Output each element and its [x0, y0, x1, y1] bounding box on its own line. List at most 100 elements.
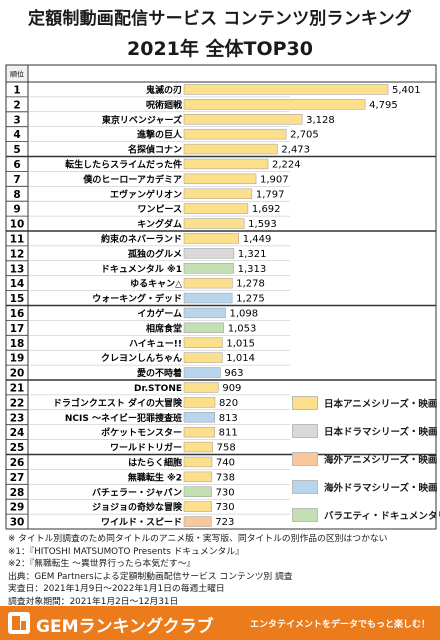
- legend-item: バラエティ・ドキュメンタリー: [292, 504, 440, 526]
- rank-number: 9: [13, 204, 20, 216]
- value-label: 3,128: [306, 115, 335, 126]
- value-label: 1,053: [228, 323, 257, 334]
- rank-number: 26: [10, 457, 25, 469]
- value-label: 811: [219, 428, 238, 439]
- rank-number: 1: [13, 84, 20, 96]
- value-label: 1,275: [236, 294, 265, 305]
- bar: [183, 114, 303, 125]
- title-label: イカゲーム: [137, 307, 182, 319]
- title-label: 進撃の巨人: [137, 129, 183, 141]
- legend-swatch: [292, 452, 318, 466]
- bar: [183, 367, 221, 378]
- rank-number: 7: [13, 174, 20, 186]
- legend-label: 海外アニメシリーズ・映画: [324, 455, 438, 466]
- legend-item: 海外ドラマシリーズ・映画: [292, 476, 438, 498]
- rank-number: 28: [10, 487, 25, 499]
- bar: [183, 143, 278, 155]
- value-label: 813: [219, 413, 238, 424]
- note-line: ※1：『HITOSHI MATSUMOTO Presents ドキュメンタル』: [8, 546, 244, 557]
- legend-swatch: [292, 424, 318, 438]
- rank-number: 12: [10, 248, 25, 260]
- value-label: 1,278: [236, 279, 265, 290]
- title-label: 名探偵コナン: [128, 144, 182, 156]
- ranking-chart: 順位 1 鬼滅の刃 5,401 2 呪術廻戦 4,795 3 東京リベンジャーズ 3,128 4 進撃…: [5, 64, 437, 530]
- value-label: 1,321: [238, 249, 267, 260]
- legend-label: 日本アニメシリーズ・映画: [324, 399, 438, 410]
- title-label: 無職転生 ※2: [128, 471, 182, 483]
- title-label: Dr.STONE: [134, 384, 182, 394]
- bar: [183, 397, 216, 408]
- title-label: 愛の不時着: [137, 367, 182, 379]
- legend-item: 日本ドラマシリーズ・映画: [292, 420, 438, 442]
- rank-number: 11: [10, 233, 25, 245]
- bar: [183, 173, 257, 185]
- value-label: 963: [224, 368, 243, 379]
- title-label: 僕のヒーローアカデミア: [82, 173, 182, 185]
- legend-label: 海外ドラマシリーズ・映画: [324, 483, 438, 494]
- bar: [183, 218, 245, 229]
- rank-number: 18: [10, 338, 25, 350]
- rank-number: 14: [10, 278, 25, 290]
- rank-number: 20: [10, 368, 25, 380]
- legend-swatch: [292, 508, 318, 522]
- bar: [183, 426, 215, 438]
- bar: [183, 158, 269, 170]
- value-label: 730: [216, 502, 235, 513]
- rank-number: 22: [10, 397, 25, 409]
- value-label: 740: [216, 457, 235, 468]
- value-label: 730: [216, 487, 235, 498]
- rank-number: 30: [10, 517, 25, 529]
- value-label: 1,014: [226, 353, 255, 364]
- title-label: 鬼滅の刃: [146, 84, 182, 96]
- bar: [183, 501, 212, 512]
- bar: [183, 233, 239, 244]
- legend-item: 日本アニメシリーズ・映画: [292, 392, 437, 414]
- bar: [183, 84, 389, 95]
- bar: [183, 307, 226, 319]
- bar: [183, 382, 219, 393]
- bar: [183, 516, 212, 527]
- rank-number: 15: [10, 293, 25, 305]
- value-label: 2,224: [272, 159, 301, 170]
- rank-number: 5: [13, 144, 20, 156]
- legend-label: バラエティ・ドキュメンタリー: [324, 511, 440, 522]
- rank-number: 6: [13, 159, 20, 171]
- bar: [183, 412, 215, 423]
- chart-legend: 日本アニメシリーズ・映画日本ドラマシリーズ・映画海外アニメシリーズ・映画 海外ドラ…: [292, 392, 440, 532]
- title-label: ワンピース: [137, 203, 182, 215]
- title-label: ウォーキング・デッド: [92, 293, 182, 305]
- footnotes: ※ タイトル別調査のため同タイトルのアニメ版・実写版、同タイトルの別作品の区別は…: [8, 533, 438, 609]
- bar: [183, 441, 213, 453]
- bar: [183, 471, 213, 483]
- rank-number: 21: [10, 382, 25, 394]
- title-label: NCIS ～ネイビー犯罪捜査班: [65, 412, 182, 424]
- bar: [183, 352, 223, 363]
- bar: [183, 188, 253, 199]
- chart-title-line2: 2021年 全体TOP30: [127, 38, 313, 60]
- rank-number: 19: [10, 353, 25, 365]
- title-label: エヴァンゲリオン: [110, 188, 182, 200]
- note-line: ※2：『無職転生 ～異世界行ったら本気だす～』: [8, 559, 196, 570]
- title-label: ワールドトリガー: [110, 442, 182, 454]
- note-line: 出典：GEM Partnersによる定額制動画配信サービス コンテンツ別 調査: [8, 571, 293, 582]
- rank-number: 27: [10, 472, 25, 484]
- bar: [183, 486, 212, 497]
- value-label: 758: [217, 443, 236, 454]
- legend-swatch: [292, 396, 318, 410]
- rank-number: 29: [10, 502, 25, 514]
- rank-number: 4: [13, 129, 20, 141]
- value-label: 723: [215, 517, 234, 528]
- rank-number: 8: [13, 189, 20, 201]
- bar: [183, 277, 233, 289]
- bar: [183, 248, 235, 259]
- title-label: 呪術廻戦: [146, 99, 183, 111]
- note-line: 実査日：2021年1月9日～2022年1月1日の毎週土曜日: [8, 584, 225, 595]
- title-label: 東京リベンジャーズ: [102, 114, 182, 126]
- value-label: 1,449: [243, 234, 272, 245]
- title-label: ドキュメンタル ※1: [101, 263, 182, 275]
- value-label: 1,098: [229, 308, 258, 319]
- legend-swatch: [292, 480, 318, 494]
- note-line: 調査対象期間：2021年1月2日～12月31日: [8, 596, 179, 607]
- title-label: ハイキュー!!: [129, 338, 182, 349]
- chart-title-line1: 定額制動画配信サービス コンテンツ別ランキング: [27, 9, 412, 29]
